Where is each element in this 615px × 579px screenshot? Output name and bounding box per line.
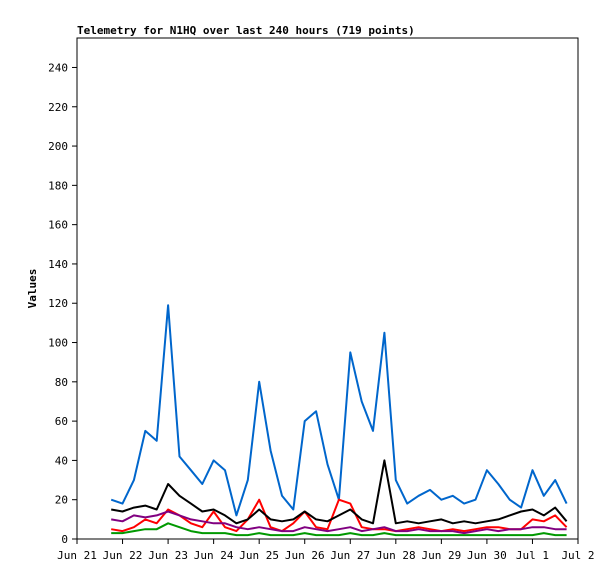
y-axis: 0 20 40 60 80 100 120 140 160 180 200 220 240 — [48, 61, 77, 546]
y-tick-label: 60 — [55, 415, 68, 428]
x-axis: Jun 21 Jun 22 Jun 23 Jun 24 Jun 25 Jun 26 Jun … — [57, 539, 595, 562]
y-tick-label: 20 — [55, 494, 68, 507]
y-tick-label: 240 — [48, 61, 68, 74]
y-tick-label: 200 — [48, 140, 68, 153]
x-tick-label: Jun 29 — [421, 549, 461, 562]
y-tick-label: 120 — [48, 297, 68, 310]
x-tick-label: Jun 24 — [194, 549, 234, 562]
series-line-1 — [110, 304, 568, 517]
series-line-3 — [111, 459, 568, 525]
x-tick-label: Jun 25 — [239, 549, 279, 562]
y-tick-label: 160 — [48, 219, 68, 232]
x-tick-label: Jun 23 — [148, 549, 188, 562]
y-tick-label: 40 — [55, 454, 68, 467]
x-tick-label: Jun 22 — [103, 549, 143, 562]
y-tick-label: 220 — [48, 101, 68, 114]
plot-area-border — [76, 37, 579, 540]
x-tick-label: Jun 21 — [57, 549, 97, 562]
x-tick-label: Jun 27 — [330, 549, 370, 562]
series-line-4 — [111, 510, 567, 535]
chart-title: Telemetry for N1HQ over last 240 hours (… — [77, 24, 415, 37]
y-tick-label: 140 — [48, 258, 68, 271]
y-tick-label: 100 — [48, 337, 68, 350]
x-tick-label: Jul 2 — [561, 549, 594, 562]
y-tick-label: 0 — [61, 533, 68, 546]
x-tick-label: Jul 1 — [516, 549, 549, 562]
x-tick-label: Jun 30 — [467, 549, 507, 562]
series-line-2 — [111, 498, 568, 533]
plot-frame — [76, 37, 579, 540]
series-line-5 — [111, 522, 567, 537]
series-group — [110, 304, 568, 537]
y-axis-label: Values — [26, 269, 39, 309]
x-tick-label: Jun 28 — [376, 549, 416, 562]
x-tick-label: Jun 26 — [285, 549, 325, 562]
y-tick-label: 80 — [55, 376, 68, 389]
y-tick-label: 180 — [48, 179, 68, 192]
